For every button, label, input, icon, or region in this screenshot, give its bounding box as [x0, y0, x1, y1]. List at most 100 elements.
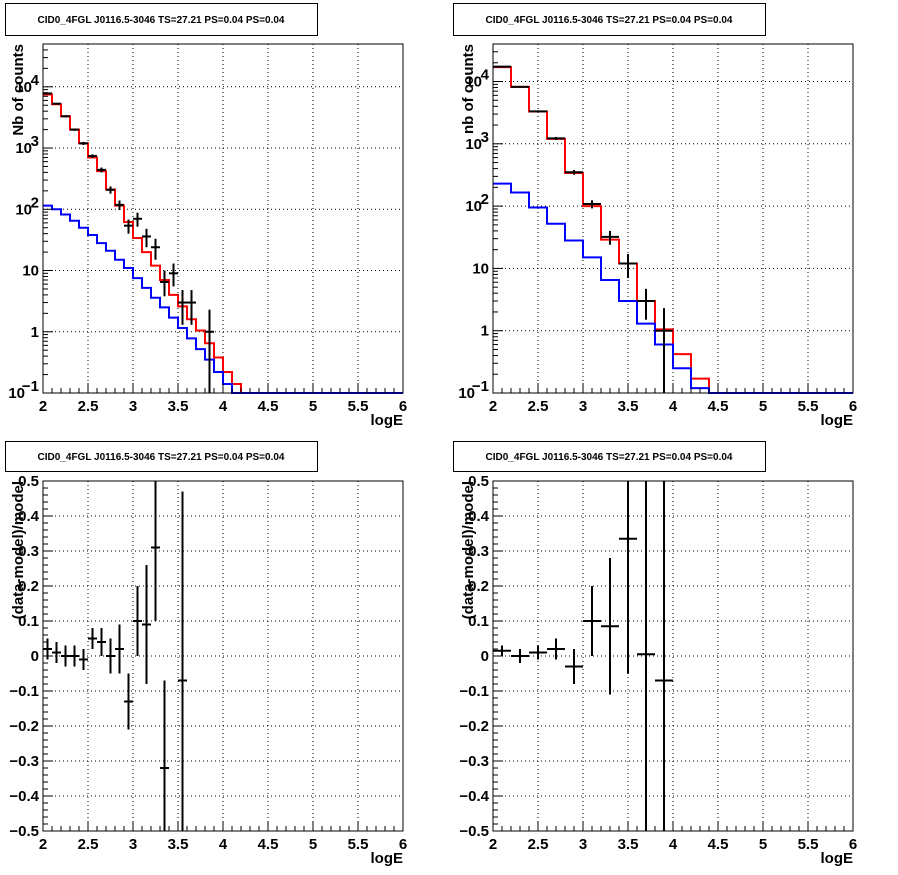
x-tick-label: 4 [219, 836, 228, 853]
x-tick-label: 6 [849, 398, 857, 415]
y-tick-label: 0.3 [468, 543, 489, 560]
x-tick-label: 5.5 [798, 398, 819, 415]
data-point [124, 219, 133, 234]
series-1-points [493, 481, 673, 831]
x-tick-label: 5.5 [798, 836, 819, 853]
data-point [529, 645, 547, 660]
data-point [637, 288, 655, 320]
data-point [493, 645, 511, 656]
x-tick-label: 3 [129, 836, 137, 853]
series-1-points [43, 481, 187, 831]
x-axis-label: logE [821, 850, 854, 867]
y-tick-label: 10 [465, 198, 482, 215]
series-3-points [493, 65, 673, 393]
x-tick-label: 2.5 [528, 398, 549, 415]
data-point [133, 212, 142, 227]
data-point [124, 673, 133, 730]
data-point [133, 586, 142, 656]
x-tick-label: 3 [129, 398, 137, 415]
y-tick-label: 10 [8, 385, 25, 402]
y-tick-exponent: −1 [22, 378, 39, 395]
y-tick-label: −0.1 [459, 683, 489, 700]
chart-title-box [453, 3, 766, 36]
data-point [115, 200, 124, 211]
data-point [511, 649, 529, 663]
data-point [547, 136, 565, 141]
x-tick-label: 6 [849, 836, 857, 853]
y-tick-label: −0.3 [9, 753, 39, 770]
y-tick-label: 0.5 [18, 473, 39, 490]
grid [493, 44, 853, 393]
data-point [61, 115, 70, 118]
y-tick-label: 1 [31, 324, 39, 341]
chart-panel-1: CID0_4FGL J0116.5-3046 TS=27.21 PS=0.04 … [5, 3, 407, 429]
data-point [565, 169, 583, 175]
data-point [151, 238, 160, 260]
y-axis-label: (data-model)/model [460, 481, 477, 619]
data-point [169, 263, 178, 287]
x-axis-label: logE [371, 412, 404, 429]
chart-title: CID0_4FGL J0116.5-3046 TS=27.21 PS=0.04 … [486, 15, 733, 26]
x-axis-label: logE [821, 412, 854, 429]
data-point [106, 186, 115, 194]
data-point [61, 645, 70, 667]
x-tick-label: 2 [489, 836, 497, 853]
data-point [601, 230, 619, 245]
data-point [601, 558, 619, 695]
data-point [619, 254, 637, 279]
x-tick-label: 3 [579, 836, 587, 853]
x-tick-label: 2.5 [78, 836, 99, 853]
y-tick-label: −0.3 [459, 753, 489, 770]
x-tick-label: 2.5 [528, 836, 549, 853]
x-tick-label: 3.5 [618, 398, 639, 415]
data-point [52, 102, 61, 105]
chart-panel-2: CID0_4FGL J0116.5-3046 TS=27.21 PS=0.04 … [453, 3, 857, 429]
x-tick-label: 2 [39, 836, 47, 853]
data-point [493, 65, 511, 68]
y-tick-exponent: 4 [31, 72, 40, 89]
x-tick-label: 3.5 [618, 836, 639, 853]
data-point [70, 128, 79, 131]
y-tick-label: 0.4 [18, 508, 40, 525]
axis-ticks [492, 480, 854, 832]
y-tick-label: 10 [15, 140, 32, 157]
y-tick-label: −0.5 [9, 823, 39, 840]
y-tick-label: −0.4 [459, 788, 489, 805]
x-tick-label: 4 [669, 836, 678, 853]
y-tick-label: 10 [465, 136, 482, 153]
grid [493, 481, 853, 831]
x-tick-label: 2 [39, 398, 47, 415]
data-point [142, 565, 151, 684]
x-tick-label: 5 [309, 836, 317, 853]
y-tick-label: 0.3 [18, 543, 39, 560]
axis-ticks [42, 480, 404, 832]
data-point [160, 680, 169, 831]
y-tick-label: 10 [22, 263, 39, 280]
data-point [52, 642, 61, 663]
grid [43, 481, 403, 831]
data-point [106, 638, 115, 674]
y-axis-label: Nb of counts [10, 44, 27, 136]
chart-title-box [5, 3, 318, 36]
y-tick-exponent: −1 [472, 378, 489, 395]
y-tick-label: −0.1 [9, 683, 39, 700]
x-tick-label: 6 [399, 398, 407, 415]
y-tick-label: 10 [15, 201, 32, 218]
y-tick-label: 0 [31, 648, 39, 665]
y-axis-label: nb of counts [460, 44, 477, 134]
data-point [79, 141, 88, 146]
y-tick-label: 10 [472, 260, 489, 277]
x-tick-label: 6 [399, 836, 407, 853]
y-tick-label: 10 [465, 74, 482, 91]
y-tick-label: 0.5 [468, 473, 489, 490]
x-tick-label: 5 [759, 836, 767, 853]
x-tick-label: 4.5 [708, 836, 729, 853]
chart-title: CID0_4FGL J0116.5-3046 TS=27.21 PS=0.04 … [38, 452, 285, 463]
y-tick-label: 10 [15, 79, 32, 96]
data-point [619, 481, 637, 674]
y-tick-label: 0.1 [468, 613, 489, 630]
chart-title: CID0_4FGL J0116.5-3046 TS=27.21 PS=0.04 … [38, 15, 285, 26]
x-tick-label: 2 [489, 398, 497, 415]
data-point [178, 491, 187, 831]
